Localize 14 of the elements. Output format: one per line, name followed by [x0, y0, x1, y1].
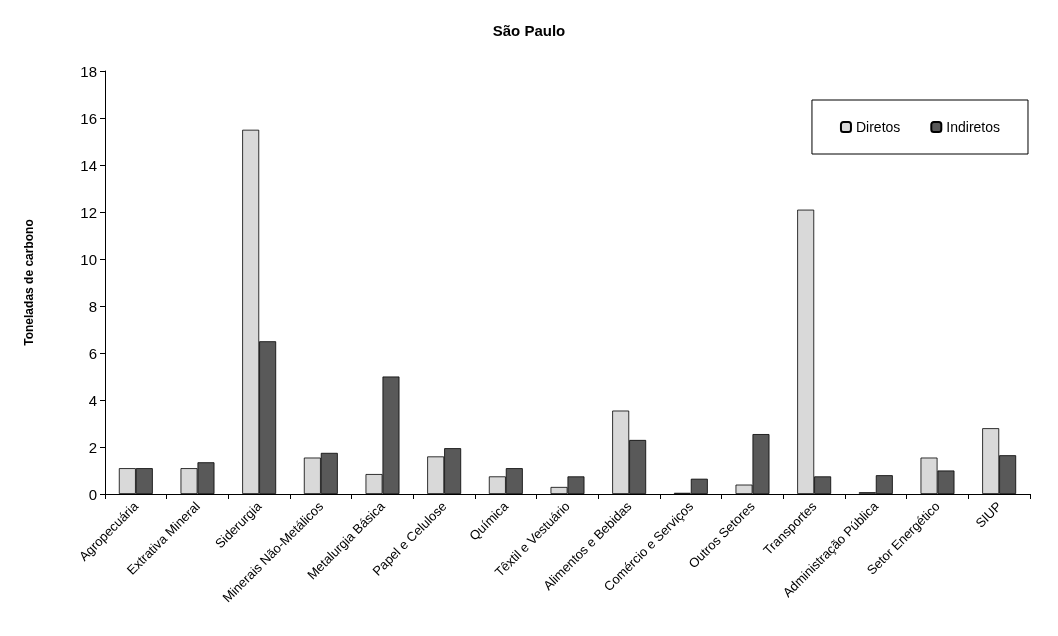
legend-label: Indiretos — [946, 119, 1001, 135]
y-axis-title: Toneladas de carbono — [22, 219, 36, 346]
y-tick-label: 8 — [88, 297, 97, 315]
y-tick-label: 6 — [88, 344, 97, 362]
y-tick-label: 4 — [88, 391, 97, 409]
y-tick-label: 2 — [88, 438, 97, 456]
chart-title: São Paulo — [492, 22, 566, 39]
y-tick-label: 16 — [80, 109, 97, 127]
y-tick-label: 14 — [80, 156, 97, 174]
legend-label: Diretos — [855, 119, 901, 135]
y-tick-label: 18 — [80, 62, 97, 80]
y-tick-label: 10 — [80, 250, 97, 268]
y-tick-label: 0 — [88, 485, 97, 503]
y-tick-label: 12 — [80, 203, 97, 221]
